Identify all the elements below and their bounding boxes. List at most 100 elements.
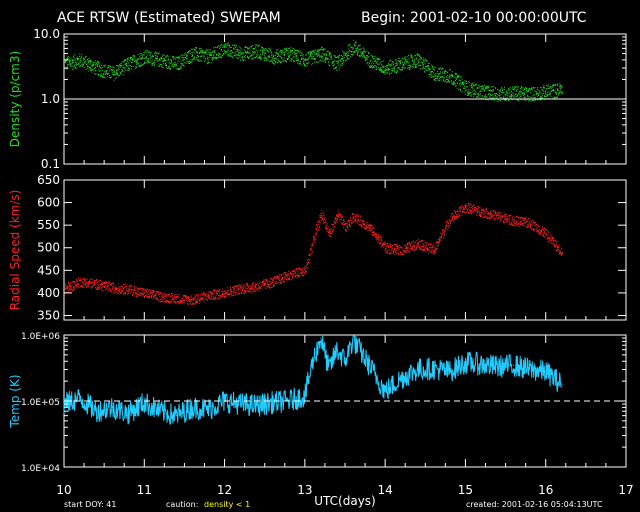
speed-point	[225, 292, 227, 293]
speed-point	[234, 285, 236, 287]
speed-point	[165, 299, 167, 301]
density-point	[118, 74, 120, 76]
speed-point	[547, 240, 549, 242]
density-point	[354, 44, 356, 46]
speed-point	[201, 296, 202, 298]
density-point	[163, 61, 165, 63]
speed-point	[442, 232, 444, 234]
density-point	[410, 66, 411, 67]
density-point	[191, 59, 193, 61]
density-point	[457, 75, 459, 77]
speed-point	[368, 226, 370, 228]
density-point	[401, 69, 403, 71]
density-point	[90, 60, 92, 61]
speed-point	[288, 271, 290, 273]
speed-point	[345, 229, 347, 231]
speed-point	[251, 286, 253, 288]
speed-point	[168, 301, 170, 302]
density-point	[507, 97, 509, 99]
speed-point	[537, 225, 539, 227]
speed-point	[233, 285, 235, 287]
density-point	[427, 65, 429, 67]
speed-point	[374, 234, 375, 236]
speed-point	[524, 221, 526, 223]
density-point	[183, 65, 184, 66]
density-point	[430, 71, 432, 73]
density-point	[498, 90, 500, 92]
speed-point	[306, 267, 308, 268]
speed-point	[489, 216, 491, 218]
speed-point	[400, 251, 402, 253]
density-point	[136, 67, 138, 68]
density-point	[526, 87, 528, 89]
density-point	[299, 50, 301, 52]
density-point	[332, 65, 334, 67]
density-point	[366, 58, 368, 60]
speed-point	[203, 296, 205, 298]
speed-point	[110, 285, 112, 287]
density-point	[230, 52, 232, 54]
density-point	[203, 51, 205, 53]
density-point	[182, 64, 184, 66]
speed-point	[531, 228, 532, 230]
density-point	[386, 65, 388, 67]
density-point	[241, 53, 243, 55]
speed-point	[335, 220, 337, 221]
density-point	[391, 68, 393, 70]
density-point	[125, 69, 127, 71]
density-point	[212, 59, 213, 61]
speed-point	[148, 294, 150, 295]
speed-point	[364, 226, 366, 228]
speed-point	[292, 269, 293, 271]
speed-point	[233, 286, 235, 288]
density-point	[555, 84, 557, 86]
speed-point	[314, 238, 316, 240]
density-point	[549, 85, 551, 87]
speed-point	[272, 285, 274, 287]
density-point	[361, 54, 362, 56]
speed-point	[382, 244, 384, 246]
density-point	[211, 52, 213, 54]
density-point	[313, 52, 315, 54]
density-point	[143, 63, 145, 65]
density-point	[90, 69, 92, 71]
speed-point	[547, 234, 549, 236]
speed-point	[386, 246, 388, 247]
density-point	[463, 88, 465, 89]
density-point	[460, 77, 462, 79]
density-point	[280, 50, 281, 52]
speed-point	[534, 222, 536, 223]
density-point	[201, 49, 203, 51]
speed-point	[243, 285, 245, 287]
speed-point	[328, 229, 330, 231]
speed-point	[190, 302, 192, 304]
speed-point	[463, 208, 465, 210]
density-point	[119, 72, 121, 74]
speed-point	[361, 221, 363, 223]
density-point	[71, 57, 73, 59]
density-point	[236, 51, 238, 53]
density-point	[430, 73, 432, 75]
speed-point	[388, 252, 390, 254]
density-point	[420, 56, 421, 58]
speed-point	[412, 240, 414, 242]
speed-point	[429, 251, 431, 253]
density-point	[466, 86, 468, 88]
speed-point	[436, 247, 438, 249]
density-point	[120, 64, 122, 66]
speed-point	[506, 221, 508, 223]
density-point	[125, 63, 127, 65]
density-point	[179, 65, 181, 67]
speed-point	[533, 225, 535, 227]
speed-point	[187, 300, 189, 302]
density-point	[215, 46, 217, 48]
speed-point	[383, 242, 385, 244]
speed-point	[468, 212, 469, 214]
speed-point	[73, 288, 75, 289]
density-point	[109, 75, 110, 77]
density-point	[268, 56, 270, 58]
speed-point	[458, 211, 460, 213]
speed-point	[315, 228, 317, 230]
density-point	[237, 57, 239, 59]
speed-point	[380, 243, 382, 244]
